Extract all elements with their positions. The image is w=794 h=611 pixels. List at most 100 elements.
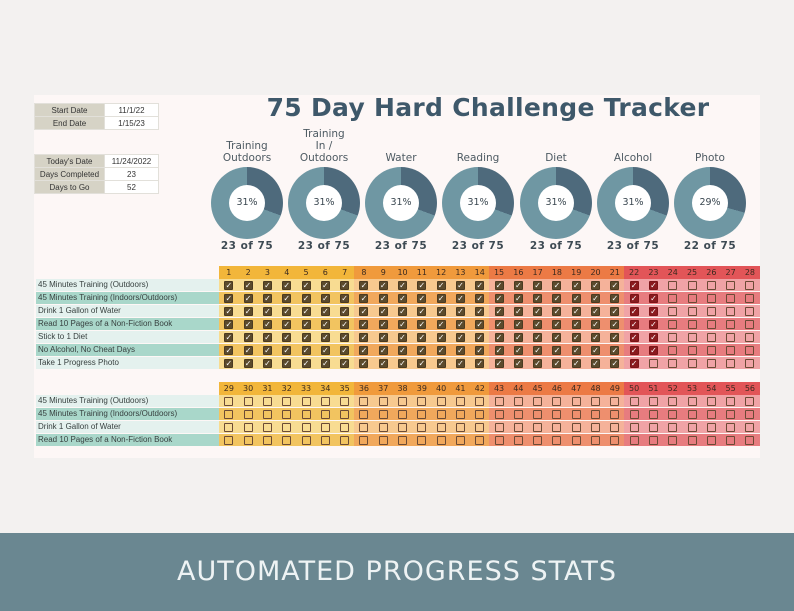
checkbox-unchecked[interactable] — [494, 422, 504, 432]
checkbox-unchecked[interactable] — [745, 409, 755, 419]
checkbox-unchecked[interactable] — [726, 345, 736, 355]
checkbox-unchecked[interactable] — [359, 409, 369, 419]
checkbox-unchecked[interactable] — [745, 435, 755, 445]
end-date-value[interactable]: 1/15/23 — [104, 116, 159, 130]
checkbox-unchecked[interactable] — [706, 332, 716, 342]
checkbox-unchecked[interactable] — [224, 396, 234, 406]
checkbox-checked[interactable]: ✓ — [262, 358, 272, 368]
checkbox-checked[interactable]: ✓ — [282, 345, 292, 355]
checkbox-checked[interactable]: ✓ — [513, 358, 523, 368]
checkbox-unchecked[interactable] — [648, 409, 658, 419]
checkbox-unchecked[interactable] — [513, 422, 523, 432]
checkbox-unchecked[interactable] — [668, 396, 678, 406]
checkbox-checked[interactable]: ✓ — [648, 332, 658, 342]
days-completed-value[interactable]: 23 — [104, 167, 159, 181]
checkbox-checked[interactable]: ✓ — [629, 345, 639, 355]
checkbox-unchecked[interactable] — [648, 435, 658, 445]
checkbox-unchecked[interactable] — [552, 396, 562, 406]
checkbox-checked[interactable]: ✓ — [301, 332, 311, 342]
checkbox-checked[interactable]: ✓ — [610, 345, 620, 355]
checkbox-checked[interactable]: ✓ — [417, 280, 427, 290]
checkbox-unchecked[interactable] — [668, 280, 678, 290]
checkbox-checked[interactable]: ✓ — [436, 345, 446, 355]
checkbox-unchecked[interactable] — [668, 422, 678, 432]
checkbox-unchecked[interactable] — [301, 409, 311, 419]
checkbox-unchecked[interactable] — [301, 435, 311, 445]
checkbox-checked[interactable]: ✓ — [301, 293, 311, 303]
checkbox-checked[interactable]: ✓ — [475, 306, 485, 316]
checkbox-checked[interactable]: ✓ — [436, 358, 446, 368]
checkbox-checked[interactable]: ✓ — [494, 306, 504, 316]
checkbox-checked[interactable]: ✓ — [610, 358, 620, 368]
checkbox-unchecked[interactable] — [668, 319, 678, 329]
checkbox-checked[interactable]: ✓ — [359, 332, 369, 342]
checkbox-unchecked[interactable] — [552, 435, 562, 445]
checkbox-checked[interactable]: ✓ — [378, 358, 388, 368]
checkbox-checked[interactable]: ✓ — [340, 280, 350, 290]
checkbox-checked[interactable]: ✓ — [398, 306, 408, 316]
checkbox-unchecked[interactable] — [436, 409, 446, 419]
checkbox-checked[interactable]: ✓ — [359, 358, 369, 368]
checkbox-checked[interactable]: ✓ — [475, 332, 485, 342]
checkbox-checked[interactable]: ✓ — [340, 306, 350, 316]
checkbox-checked[interactable]: ✓ — [629, 293, 639, 303]
checkbox-unchecked[interactable] — [687, 435, 697, 445]
checkbox-checked[interactable]: ✓ — [301, 358, 311, 368]
checkbox-unchecked[interactable] — [745, 396, 755, 406]
checkbox-checked[interactable]: ✓ — [243, 293, 253, 303]
checkbox-unchecked[interactable] — [494, 409, 504, 419]
checkbox-unchecked[interactable] — [475, 435, 485, 445]
checkbox-checked[interactable]: ✓ — [417, 293, 427, 303]
checkbox-checked[interactable]: ✓ — [224, 358, 234, 368]
checkbox-unchecked[interactable] — [243, 422, 253, 432]
checkbox-checked[interactable]: ✓ — [436, 306, 446, 316]
checkbox-checked[interactable]: ✓ — [359, 319, 369, 329]
checkbox-checked[interactable]: ✓ — [648, 345, 658, 355]
checkbox-checked[interactable]: ✓ — [494, 319, 504, 329]
checkbox-unchecked[interactable] — [726, 358, 736, 368]
checkbox-unchecked[interactable] — [706, 358, 716, 368]
checkbox-checked[interactable]: ✓ — [398, 280, 408, 290]
checkbox-unchecked[interactable] — [648, 396, 658, 406]
checkbox-checked[interactable]: ✓ — [320, 358, 330, 368]
checkbox-unchecked[interactable] — [224, 435, 234, 445]
checkbox-unchecked[interactable] — [378, 422, 388, 432]
checkbox-unchecked[interactable] — [282, 396, 292, 406]
checkbox-checked[interactable]: ✓ — [629, 332, 639, 342]
checkbox-unchecked[interactable] — [726, 332, 736, 342]
checkbox-unchecked[interactable] — [494, 396, 504, 406]
checkbox-checked[interactable]: ✓ — [282, 319, 292, 329]
checkbox-unchecked[interactable] — [224, 409, 234, 419]
checkbox-unchecked[interactable] — [668, 435, 678, 445]
checkbox-unchecked[interactable] — [706, 319, 716, 329]
checkbox-unchecked[interactable] — [417, 396, 427, 406]
checkbox-checked[interactable]: ✓ — [378, 332, 388, 342]
checkbox-checked[interactable]: ✓ — [610, 319, 620, 329]
checkbox-unchecked[interactable] — [706, 306, 716, 316]
checkbox-checked[interactable]: ✓ — [359, 293, 369, 303]
checkbox-unchecked[interactable] — [706, 293, 716, 303]
checkbox-unchecked[interactable] — [648, 358, 658, 368]
checkbox-unchecked[interactable] — [745, 358, 755, 368]
checkbox-checked[interactable]: ✓ — [591, 280, 601, 290]
checkbox-unchecked[interactable] — [706, 422, 716, 432]
checkbox-unchecked[interactable] — [359, 396, 369, 406]
checkbox-unchecked[interactable] — [745, 293, 755, 303]
checkbox-unchecked[interactable] — [494, 435, 504, 445]
checkbox-unchecked[interactable] — [533, 435, 543, 445]
checkbox-checked[interactable]: ✓ — [282, 358, 292, 368]
checkbox-checked[interactable]: ✓ — [378, 319, 388, 329]
checkbox-unchecked[interactable] — [591, 396, 601, 406]
checkbox-unchecked[interactable] — [687, 319, 697, 329]
checkbox-unchecked[interactable] — [378, 435, 388, 445]
checkbox-checked[interactable]: ✓ — [494, 332, 504, 342]
start-date-value[interactable]: 11/1/22 — [104, 103, 159, 117]
checkbox-checked[interactable]: ✓ — [513, 345, 523, 355]
checkbox-checked[interactable]: ✓ — [648, 319, 658, 329]
checkbox-unchecked[interactable] — [455, 396, 465, 406]
checkbox-unchecked[interactable] — [745, 345, 755, 355]
checkbox-unchecked[interactable] — [687, 358, 697, 368]
checkbox-checked[interactable]: ✓ — [610, 280, 620, 290]
checkbox-unchecked[interactable] — [378, 409, 388, 419]
checkbox-unchecked[interactable] — [224, 422, 234, 432]
